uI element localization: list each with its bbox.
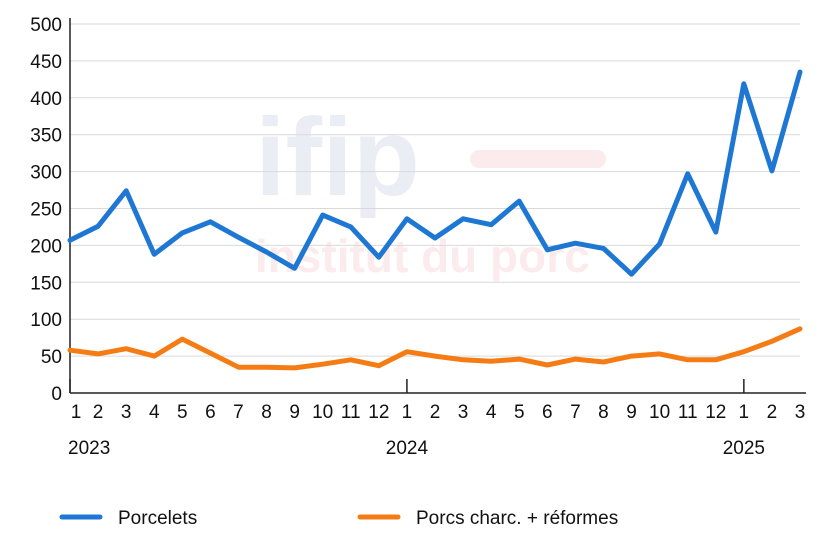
x-tick-label: 7 [233,402,244,423]
x-tick-label: 8 [261,402,272,423]
x-tick-label: 10 [649,402,670,423]
watermark-logo: ifip institut du porc [255,96,606,282]
x-tick-label: 9 [289,402,300,423]
series-line-porcelets [67,69,803,277]
year-label: 2025 [723,438,765,459]
y-tick-label: 50 [41,347,62,368]
y-tick-label: 200 [30,236,62,257]
y-tick-label: 300 [30,163,62,184]
x-tick-label: 10 [312,402,333,423]
x-tick-label: 4 [486,402,497,423]
x-tick-label: 7 [570,402,581,423]
x-tick-label: 3 [795,402,806,423]
x-tick-label: 5 [514,402,525,423]
y-tick-label: 350 [30,126,62,147]
year-label: 2023 [68,438,110,459]
x-tick-label: 2 [767,402,778,423]
x-tick-label: 4 [149,402,160,423]
x-tick-label: 1 [739,402,750,423]
legend-label: Porcs charc. + réformes [416,508,618,529]
x-tick-label: 1 [71,402,82,423]
x-tick-label: 2 [93,402,104,423]
y-tick-label: 250 [30,200,62,221]
x-tick-label: 6 [205,402,216,423]
x-tick-label: 3 [121,402,132,423]
x-tick-label: 6 [542,402,553,423]
x-tick-label: 5 [177,402,188,423]
watermark-bar [470,150,606,168]
x-tick-label: 8 [598,402,609,423]
x-tick-label: 12 [368,402,389,423]
y-tick-label: 500 [30,15,62,36]
y-tick-label: 400 [30,89,62,110]
x-tick-label: 12 [705,402,726,423]
watermark-logo-text: ifip [255,96,420,219]
y-tick-label: 150 [30,273,62,294]
x-tick-label: 11 [341,402,361,423]
y-tick-label: 100 [30,310,62,331]
x-tick-label: 11 [678,402,698,423]
x-tick-label: 9 [626,402,637,423]
x-tick-label: 3 [458,402,469,423]
y-tick-label: 450 [30,52,62,73]
year-label: 2024 [386,438,429,459]
x-tick-label: 2 [430,402,441,423]
x-tick-label: 1 [402,402,413,423]
y-tick-label: 0 [51,384,62,405]
series-line-porcs-charc [67,326,803,371]
legend-label: Porcelets [118,508,197,529]
